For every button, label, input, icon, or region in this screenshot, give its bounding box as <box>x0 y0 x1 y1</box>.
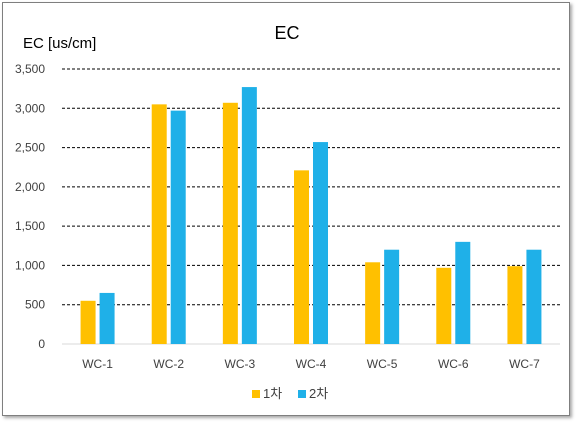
y-tick-label: 1,500 <box>15 219 45 233</box>
y-tick-label: 0 <box>38 337 45 351</box>
bar <box>151 104 167 344</box>
x-tick-label: WC-1 <box>82 357 113 371</box>
bar <box>526 249 542 344</box>
legend: 1차 2차 <box>252 386 328 401</box>
bar <box>170 110 186 345</box>
x-tick-label: WC-3 <box>225 357 256 371</box>
legend-swatch <box>252 390 260 398</box>
x-tick-label: WC-6 <box>438 357 469 371</box>
x-tick-label: WC-7 <box>509 357 540 371</box>
bar <box>222 102 238 345</box>
bar <box>80 300 96 344</box>
y-tick-label: 3,500 <box>15 62 45 76</box>
bar <box>313 142 328 344</box>
bar <box>507 266 523 344</box>
bar <box>384 249 400 344</box>
bar <box>241 87 257 345</box>
y-tick-label: 2,000 <box>15 180 45 194</box>
gridlines <box>62 68 560 345</box>
bars <box>80 87 542 345</box>
y-axis-label: EC [us/cm] <box>23 35 96 52</box>
y-tick-label: 3,000 <box>15 101 45 115</box>
bar <box>436 267 452 344</box>
bar <box>455 241 471 344</box>
legend-swatch <box>298 390 306 398</box>
y-tick-labels: 0 500 1,000 1,500 2,000 2,500 3,000 3,500 <box>15 62 45 351</box>
chart-title: EC <box>274 23 299 43</box>
legend-label: 2차 <box>309 386 328 401</box>
x-tick-label: WC-5 <box>367 357 398 371</box>
bar <box>99 292 115 344</box>
bar <box>365 262 381 344</box>
legend-label: 1차 <box>263 386 282 401</box>
bar <box>294 170 309 344</box>
x-tick-labels: WC-1 WC-2 WC-3 WC-4 WC-5 WC-6 WC-7 <box>82 357 540 371</box>
y-tick-label: 2,500 <box>15 141 45 155</box>
y-tick-label: 500 <box>25 298 45 312</box>
y-tick-label: 1,000 <box>15 258 45 272</box>
x-tick-label: WC-2 <box>153 357 184 371</box>
x-tick-label: WC-4 <box>296 357 327 371</box>
chart-frame <box>2 2 570 416</box>
